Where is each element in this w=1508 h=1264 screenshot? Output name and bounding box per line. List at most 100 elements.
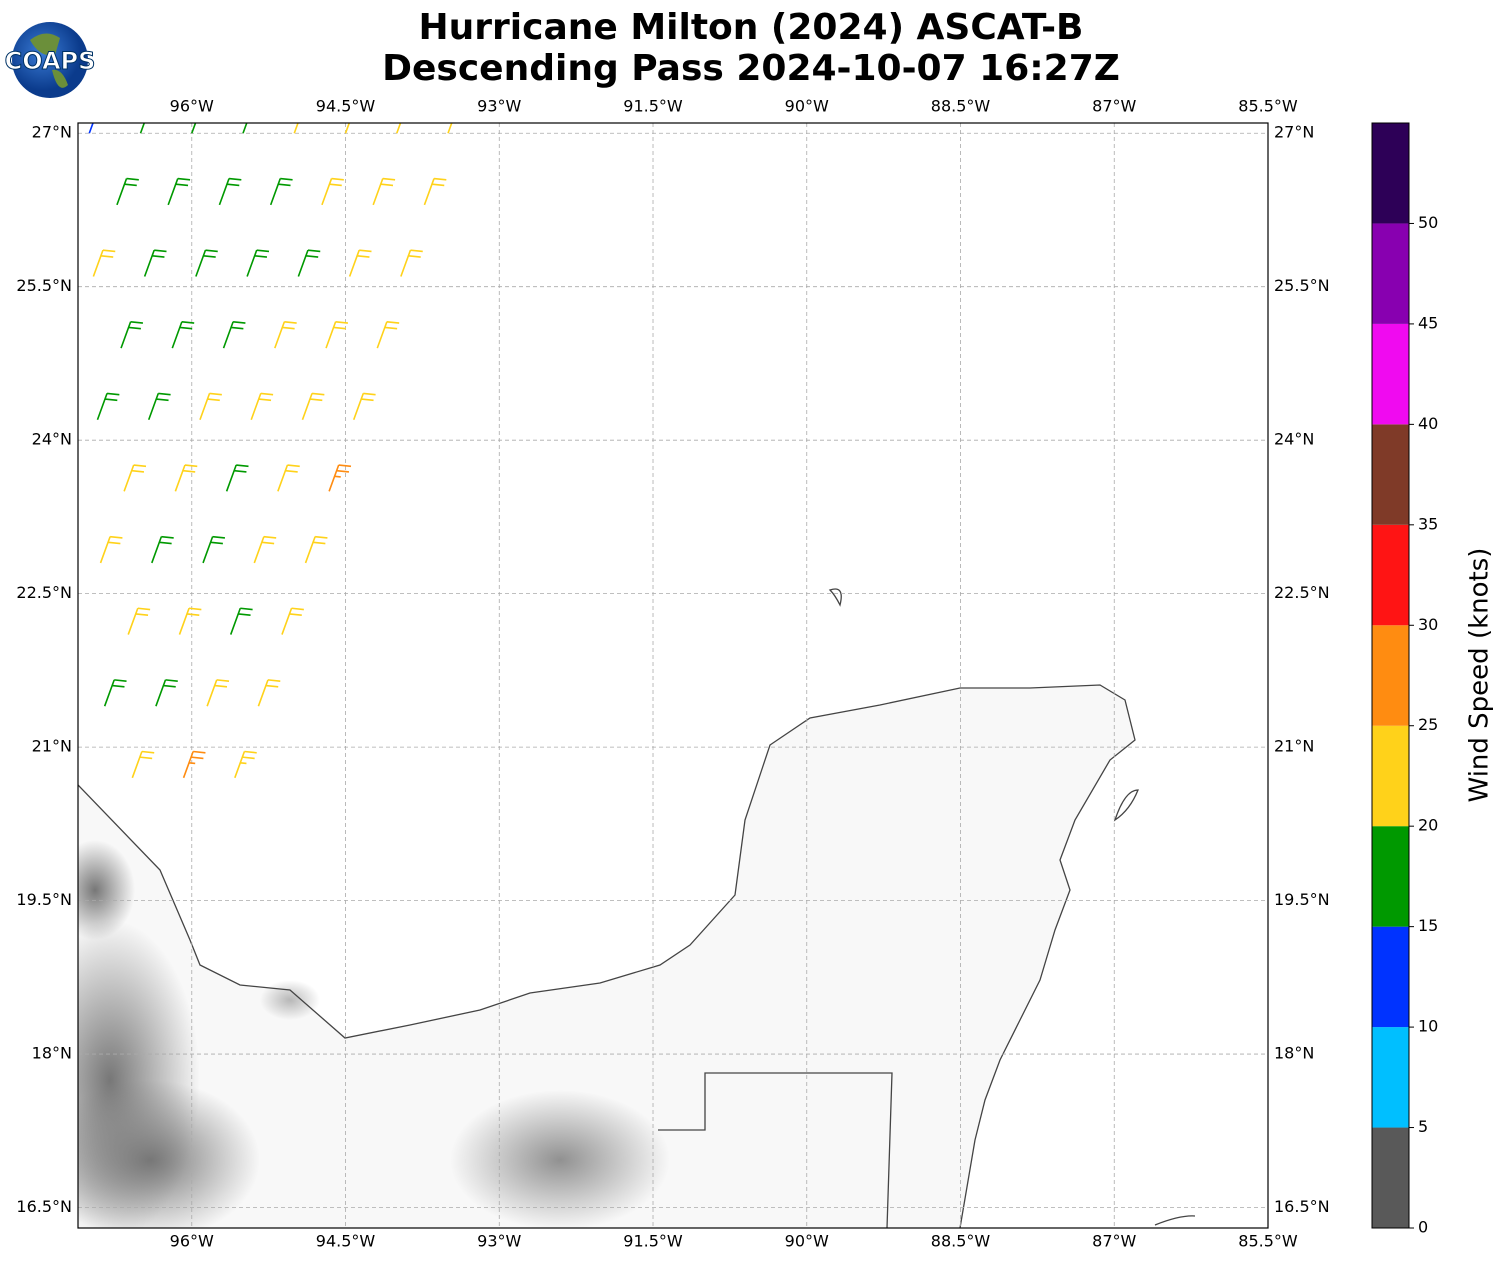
wind-barb (195, 249, 218, 277)
x-tick-label: 90°W (785, 1232, 829, 1251)
wind-barb (222, 320, 246, 349)
wind-barb (242, 123, 248, 134)
wind-barb (171, 320, 195, 349)
colorbar-cell (1372, 323, 1409, 425)
x-tick-label: 93°W (477, 1232, 521, 1251)
colorbar-cell (1372, 424, 1409, 525)
colorbar-cell (1372, 926, 1409, 1028)
wind-barb (257, 679, 281, 707)
wind-barb (120, 320, 144, 349)
wind-barb (301, 392, 325, 420)
wind-barb (321, 177, 344, 206)
terrain (450, 1090, 670, 1228)
x-tick-label: 88.5°W (931, 97, 991, 116)
x-tick-label: 91.5°W (623, 1232, 683, 1251)
y-tick-label: 19.5°N (16, 890, 72, 909)
x-tick-label: 94.5°W (316, 1232, 376, 1251)
wind-barb (250, 392, 274, 420)
wind-barb (396, 123, 402, 134)
wind-barb (88, 123, 94, 134)
border (658, 1072, 893, 1228)
colorbar-cell (1372, 625, 1409, 726)
wind-barb (147, 392, 171, 420)
x-tick-label: 93°W (477, 97, 521, 116)
x-tick-label: 85.5°W (1238, 97, 1298, 116)
colorbar-tick-label: 10 (1418, 1017, 1438, 1036)
x-tick-label: 90°W (785, 97, 829, 116)
wind-barb (246, 249, 270, 277)
y-tick-label: 24°N (1274, 430, 1314, 449)
wind-barb (274, 320, 297, 349)
wind-barb (376, 320, 400, 349)
y-tick-label: 22.5°N (1274, 583, 1330, 602)
land (78, 685, 1135, 1228)
terrain (78, 840, 135, 940)
islands (828, 588, 1196, 1226)
logo-land (30, 33, 68, 88)
wind-barb (131, 750, 155, 779)
x-tick-label: 91.5°W (623, 97, 683, 116)
colorbar-tick-label: 30 (1418, 615, 1438, 634)
logo-text: COAPS (5, 47, 96, 75)
wind-barb (167, 177, 191, 206)
wind-barb (206, 679, 230, 707)
wind-barb (199, 392, 222, 420)
colorbar-tick-label: 20 (1418, 816, 1438, 835)
x-tick-label: 87°W (1092, 1232, 1136, 1251)
wind-barb (281, 607, 304, 635)
wind-barb (344, 123, 351, 134)
y-tick-label: 22.5°N (16, 583, 72, 602)
wind-barb (348, 249, 372, 277)
wind-barb (293, 123, 299, 134)
wind-barb (328, 464, 352, 492)
colorbar-tick-label: 35 (1418, 514, 1438, 533)
wind-barb (151, 535, 174, 564)
wind-barb (139, 123, 146, 134)
y-tick-label: 16.5°N (16, 1197, 72, 1216)
colorbar-cell (1372, 524, 1409, 626)
x-tick-label: 87°W (1092, 97, 1136, 116)
wind-barb (218, 177, 242, 206)
wind-barb (99, 535, 123, 564)
y-tick-label: 21°N (32, 737, 72, 756)
subtitle: Descending Pass 2024-10-07 16:27Z (382, 48, 1120, 89)
wind-barb (400, 249, 423, 277)
y-tick-label: 27°N (32, 123, 72, 142)
wind-barb (325, 320, 349, 349)
wind-barb (116, 177, 139, 206)
colorbar-tick-label: 40 (1418, 414, 1438, 433)
wind-barb (225, 464, 249, 492)
y-tick-label: 25.5°N (16, 276, 72, 295)
colorbar-tick-label: 45 (1418, 313, 1438, 332)
colorbar-tick-label: 5 (1418, 1117, 1428, 1136)
x-tick-label: 96°W (170, 97, 214, 116)
wind-barb (269, 177, 293, 206)
colorbar-cell (1372, 1127, 1409, 1228)
map-frame (77, 122, 1269, 1229)
x-tick-label: 96°W (170, 1232, 214, 1251)
wind-barb (178, 607, 202, 635)
wind-barb (155, 679, 178, 707)
colorbar-tick-label: 0 (1418, 1218, 1428, 1237)
colorbar-tick-label: 50 (1418, 213, 1438, 232)
colorbar-cell (1372, 223, 1409, 324)
colorbar-cell (1372, 1027, 1409, 1128)
map-area (78, 123, 1268, 1228)
colorbar-tick-label: 25 (1418, 715, 1438, 734)
y-tick-label: 25.5°N (1274, 276, 1330, 295)
colorbar-label: Wind Speed (knots) (1465, 548, 1495, 803)
y-tick-label: 18°N (32, 1044, 72, 1063)
wind-barb (277, 464, 300, 492)
terrain (78, 1080, 260, 1228)
y-tick-label: 21°N (1274, 737, 1314, 756)
colorbar-tick-label: 15 (1418, 916, 1438, 935)
wind-barb (92, 249, 116, 277)
wind-barb (96, 392, 120, 420)
y-tick-label: 24°N (32, 430, 72, 449)
wind-barb (352, 392, 376, 420)
colorbar-cell (1372, 123, 1409, 224)
wind-barb (202, 535, 226, 564)
colorbar-cell (1372, 826, 1409, 927)
wind-barb (143, 249, 167, 277)
